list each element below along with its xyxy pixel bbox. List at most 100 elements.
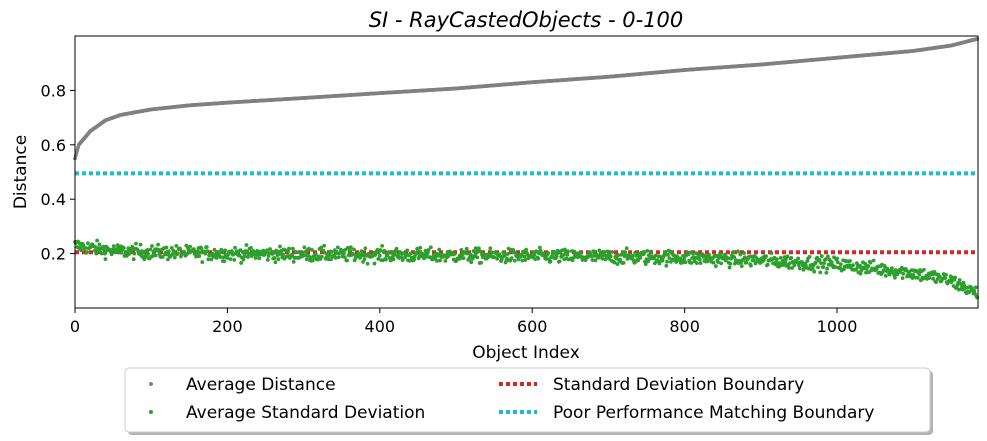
average-standard-deviation-point	[512, 258, 517, 263]
average-standard-deviation-point	[345, 258, 349, 263]
average-standard-deviation-point	[134, 241, 138, 246]
average-standard-deviation-point	[881, 268, 886, 273]
average-standard-deviation-point	[276, 257, 281, 262]
average-standard-deviation-point	[99, 251, 104, 256]
average-standard-deviation-point	[819, 254, 824, 258]
average-standard-deviation-point	[769, 251, 774, 255]
average-standard-deviation-point	[848, 259, 852, 263]
average-standard-deviation-point	[218, 255, 223, 259]
average-standard-deviation-point	[78, 245, 83, 250]
average-standard-deviation-point	[797, 266, 802, 271]
average-standard-deviation-point	[904, 268, 909, 273]
average-standard-deviation-point	[153, 253, 158, 258]
average-standard-deviation-point	[465, 251, 470, 256]
average-standard-deviation-point	[911, 273, 916, 277]
average-standard-deviation-point	[864, 267, 869, 271]
average-standard-deviation-point	[972, 288, 977, 293]
average-standard-deviation-point	[698, 261, 703, 266]
average-standard-deviation-point	[114, 250, 119, 255]
average-standard-deviation-point	[363, 246, 368, 251]
average-standard-deviation-point	[711, 260, 716, 265]
average-standard-deviation-point	[694, 251, 698, 256]
average-standard-deviation-point	[851, 263, 855, 268]
average-standard-deviation-point	[205, 249, 210, 254]
average-standard-deviation-point	[185, 252, 189, 257]
average-standard-deviation-point	[649, 249, 653, 254]
average-standard-deviation-point	[156, 248, 161, 252]
average-standard-deviation-point	[253, 256, 258, 260]
average-standard-deviation-point	[101, 244, 106, 249]
average-standard-deviation-point	[372, 261, 377, 266]
average-standard-deviation-point	[600, 256, 605, 261]
average-standard-deviation-point	[336, 255, 341, 260]
average-standard-deviation-point	[359, 249, 364, 254]
average-standard-deviation-point	[203, 251, 208, 256]
average-standard-deviation-point	[895, 272, 900, 277]
average-standard-deviation-point	[391, 257, 396, 262]
average-standard-deviation-point	[893, 275, 897, 280]
average-standard-deviation-point	[132, 251, 137, 256]
legend-label-average-standard-deviation: Average Standard Deviation	[186, 403, 425, 423]
average-standard-deviation-point	[864, 270, 868, 275]
average-standard-deviation-point	[409, 251, 413, 256]
average-standard-deviation-point	[257, 256, 262, 261]
average-standard-deviation-point	[910, 276, 915, 280]
average-standard-deviation-point	[764, 254, 769, 259]
average-standard-deviation-point	[835, 256, 839, 261]
average-standard-deviation-point	[336, 245, 340, 250]
average-standard-deviation-point	[817, 257, 822, 262]
average-standard-deviation-point	[819, 261, 823, 266]
average-standard-deviation-point	[333, 256, 338, 260]
average-standard-deviation-point	[713, 264, 718, 269]
average-distance-point	[975, 37, 980, 41]
average-standard-deviation-point	[602, 250, 607, 254]
average-standard-deviation-point	[509, 256, 514, 261]
average-standard-deviation-point	[705, 259, 710, 264]
average-standard-deviation-point	[524, 247, 529, 252]
average-standard-deviation-point	[816, 265, 820, 270]
average-standard-deviation-point	[818, 270, 823, 275]
average-standard-deviation-point	[85, 250, 90, 254]
average-standard-deviation-point	[198, 250, 202, 255]
average-standard-deviation-point	[680, 260, 685, 265]
average-standard-deviation-point	[738, 252, 743, 257]
average-standard-deviation-point	[823, 257, 828, 262]
average-standard-deviation-point	[220, 250, 224, 255]
average-standard-deviation-point	[319, 245, 324, 250]
average-standard-deviation-point	[824, 270, 829, 275]
average-standard-deviation-point	[623, 250, 628, 255]
average-standard-deviation-point	[361, 260, 365, 264]
average-standard-deviation-point	[249, 245, 253, 250]
average-standard-deviation-point	[452, 252, 457, 256]
average-standard-deviation-point	[443, 258, 448, 263]
average-standard-deviation-point	[800, 260, 804, 264]
average-standard-deviation-point	[405, 248, 410, 253]
average-standard-deviation-point	[744, 260, 749, 265]
average-standard-deviation-point	[103, 257, 108, 262]
average-standard-deviation-point	[416, 249, 420, 254]
average-standard-deviation-point	[561, 253, 566, 257]
average-standard-deviation-point	[871, 258, 876, 263]
average-standard-deviation-point	[729, 256, 733, 261]
average-standard-deviation-point	[225, 256, 230, 260]
average-standard-deviation-point	[438, 258, 442, 263]
average-standard-deviation-point	[765, 262, 770, 267]
average-standard-deviation-point	[400, 258, 405, 263]
average-standard-deviation-point	[596, 255, 601, 260]
average-standard-deviation-point	[610, 250, 615, 254]
average-standard-deviation-point	[424, 254, 429, 259]
average-standard-deviation-point	[97, 242, 102, 247]
average-standard-deviation-point	[653, 261, 657, 266]
average-standard-deviation-point	[546, 251, 551, 255]
average-standard-deviation-point	[384, 257, 388, 262]
average-standard-deviation-point	[178, 246, 183, 251]
average-standard-deviation-point	[927, 276, 932, 280]
average-standard-deviation-point	[459, 247, 464, 252]
average-standard-deviation-point	[821, 265, 826, 269]
average-standard-deviation-point	[520, 258, 525, 263]
average-standard-deviation-point	[703, 254, 708, 258]
average-standard-deviation-point	[365, 261, 370, 266]
average-standard-deviation-point	[121, 245, 126, 250]
average-standard-deviation-point	[642, 250, 647, 255]
